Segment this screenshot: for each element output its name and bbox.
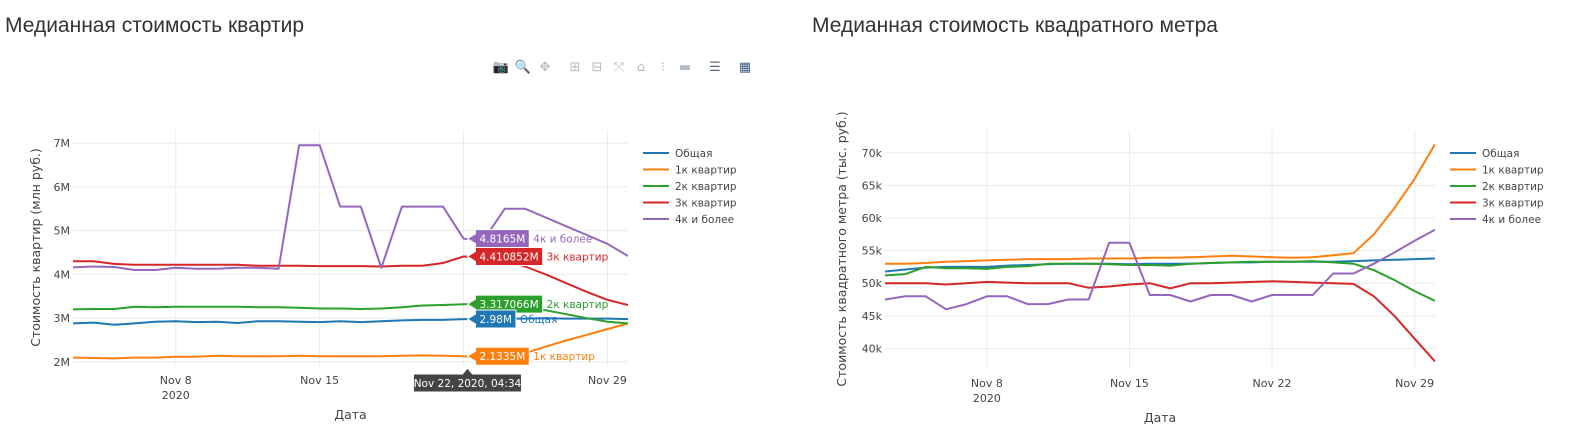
pan-icon[interactable]: ✥ [539,59,551,75]
hover-value-box [466,246,544,266]
y-tick-label: 3M [54,312,71,325]
x-tick-label: Nov 15 [300,374,339,387]
x-tick-label: Nov 29 [588,374,627,387]
hover-labels: Nov 22, 2020, 04:34 4.8165M 4к и более 4.41… [412,229,609,393]
hover-value-box [466,309,517,329]
y-tick-label: 65k [862,179,883,192]
y-axis: 40k 45k 50k 55k 60k 65k 70k [862,147,883,356]
hover-series-name: 3к квартир [547,251,609,263]
legend-label: 3к квартир [675,198,737,210]
x-tick-label: Nov 8 [160,374,192,387]
hover-x-label: Nov 22, 2020, 04:34 [414,378,522,390]
hover-x-label-box [412,367,522,393]
legend-item[interactable]: Общая [1450,148,1519,160]
legend-label: 1к квартир [675,165,737,177]
y-tick-label: 45k [862,310,883,323]
chart-title-left: Медианная стоимость квартир [5,14,305,37]
y-tick-label: 55k [862,245,883,258]
series-line[interactable] [885,228,1435,311]
hover-value: 3.317066M [479,299,538,311]
legend: Общая 1к квартир 2к квартир 3к квартир 4к и … [1450,148,1544,226]
legend-label: 1к квартир [1482,165,1544,177]
x-tick-year-label: 2020 [973,392,1001,405]
hover-series-name: 1к квартир [533,351,595,363]
reset-axes-icon[interactable]: ⌂ [636,59,646,75]
legend-label: 2к квартир [1482,181,1544,193]
y-tick-label: 6M [54,181,71,194]
hover-value: 4.8165M [479,234,525,246]
legend: Общая 1к квартир 2к квартир 3к квартир 4к и … [643,148,737,226]
spike-lines-icon[interactable]: ⁝ [660,59,666,75]
legend-label: 2к квартир [675,181,737,193]
legend-item[interactable]: 2к квартир [1450,181,1544,193]
series-line[interactable] [73,322,628,360]
modebar: 📷 🔍 ✥ ⊞ ⊟ ⤧ ⌂ ⁝ ▬ ☰ ▦ [493,58,753,76]
x-axis-title: Дата [1144,410,1176,425]
legend-item[interactable]: 1к квартир [1450,165,1544,177]
hover-value-box [466,346,530,366]
hover-series-name: 2к квартир [547,299,609,311]
legend-item[interactable]: 1к квартир [643,165,737,177]
legend-item[interactable]: Общая [643,148,712,160]
series-line[interactable] [73,255,628,306]
hover-value: 4.410852M [479,251,538,263]
series-line[interactable] [885,280,1435,363]
y-tick-label: 70k [862,147,883,160]
y-axis-title: Стоимость квадратного метра (тыс. руб.) [834,111,849,386]
x-axis: Nov 8 2020 Nov 15 Nov 22 Nov 29 [971,377,1434,405]
x-tick-label: Nov 22 [1253,377,1292,390]
zoom-out-icon[interactable]: ⊟ [591,59,603,75]
y-tick-label: 5M [54,225,71,238]
hover-value-box [466,229,530,249]
x-tick-label: Nov 29 [1395,377,1434,390]
y-tick-label: 60k [862,212,883,225]
hover-closest-icon[interactable]: ▬ [678,59,692,75]
series-line[interactable] [885,260,1435,302]
hover-series-name: Общая [520,314,557,326]
plotly-logo-icon[interactable]: ▦ [738,59,752,75]
hover-value: 2.98M [479,314,511,326]
hover-compare-icon[interactable]: ☰ [709,59,721,75]
y-tick-label: 7M [54,137,71,150]
legend-item[interactable]: 3к квартир [643,198,737,210]
y-tick-label: 4M [54,268,71,281]
legend-item[interactable]: 4к и более [1450,214,1541,226]
y-tick-label: 40k [862,342,883,355]
y-axis: 2M 3M 4M 5M 6M 7M [54,137,71,369]
hover-value: 2.1335M [479,351,525,363]
series-line[interactable] [885,143,1435,265]
zoom-icon[interactable]: 🔍 [514,59,532,75]
series-line[interactable] [885,257,1435,273]
legend-label: 4к и более [675,214,734,226]
hover-series-name: 4к и более [533,234,592,246]
x-axis-title: Дата [334,407,366,422]
x-tick-label: Nov 8 [971,377,1003,390]
camera-icon[interactable]: 📷 [492,59,510,75]
legend-label: 3к квартир [1482,198,1544,210]
autoscale-icon[interactable]: ⤧ [613,59,625,75]
y-tick-label: 50k [862,277,883,290]
legend-item[interactable]: 3к квартир [1450,198,1544,210]
y-axis-title: Стоимость квартир (млн руб.) [28,148,43,347]
legend-label: 4к и более [1482,214,1541,226]
series-lines [73,144,628,360]
x-tick-label: Nov 15 [1110,377,1149,390]
gridlines [73,130,628,365]
chart-title-right: Медианная стоимость квадратного метра [812,14,1218,37]
series-line[interactable] [73,317,628,326]
legend-label: Общая [675,148,712,160]
y-tick-label: 2M [54,356,71,369]
x-tick-year-label: 2020 [162,389,190,402]
zoom-in-icon[interactable]: ⊞ [569,59,581,75]
series-lines [885,143,1435,363]
legend-item[interactable]: 4к и более [643,214,734,226]
legend-label: Общая [1482,148,1519,160]
series-line[interactable] [73,144,628,271]
legend-item[interactable]: 2к квартир [643,181,737,193]
gridlines [885,130,1435,368]
